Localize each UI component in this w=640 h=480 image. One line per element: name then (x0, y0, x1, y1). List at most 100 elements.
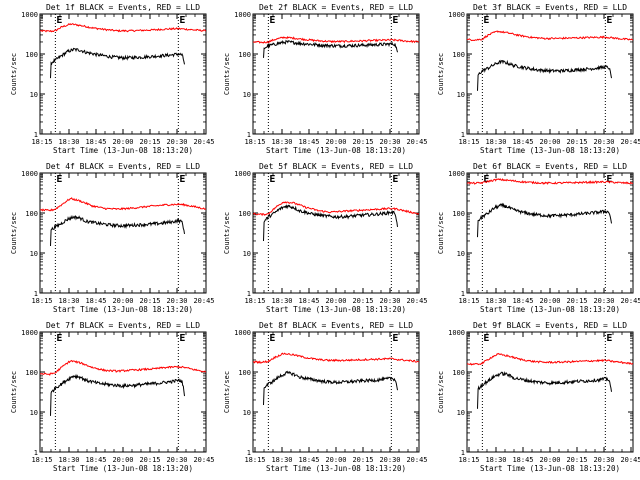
x-tick-label: 20:45 (193, 456, 214, 464)
x-tick-label: 20:15 (139, 456, 160, 464)
lld-series-line (466, 30, 634, 42)
interval-marker-label: E (56, 333, 62, 344)
plot-frame (252, 331, 420, 453)
events-series-line (477, 370, 612, 409)
chart-title: Det 6f BLACK = Events, RED = LLD (473, 162, 627, 171)
x-tick-label: 20:15 (566, 456, 587, 464)
x-tick-label: 18:30 (485, 138, 506, 146)
events-series-line (50, 215, 185, 247)
x-tick-label: 18:15 (244, 138, 265, 146)
x-tick-label: 18:30 (271, 456, 292, 464)
x-axis-label: Start Time (13-Jun-08 18:13:20) (266, 464, 406, 473)
y-tick-label: 1000 (21, 329, 38, 337)
lld-series-line (253, 36, 420, 44)
x-tick-label: 18:30 (58, 138, 79, 146)
x-tick-label: 20:45 (406, 456, 427, 464)
y-tick-label: 1000 (21, 170, 38, 178)
x-tick-label: 20:30 (593, 138, 614, 146)
plot-frame (466, 172, 634, 294)
chart-title: Det 2f BLACK = Events, RED = LLD (259, 3, 413, 12)
x-tick-label: 18:15 (244, 456, 265, 464)
lld-series-line (253, 201, 420, 217)
x-axis-label: Start Time (13-Jun-08 18:13:20) (53, 464, 193, 473)
y-tick-label: 1 (247, 449, 251, 457)
chart-panel-1: Det 1f BLACK = Events, RED = LLD 1 10 100 10… (10, 3, 215, 155)
y-tick-label: 10 (30, 91, 38, 99)
chart-panel-7: Det 7f BLACK = Events, RED = LLD 1 10 100 10… (10, 321, 215, 473)
x-tick-label: 18:45 (85, 456, 106, 464)
y-tick-label: 100 (452, 210, 465, 218)
chart-title: Det 5f BLACK = Events, RED = LLD (259, 162, 413, 171)
x-tick-label: 20:45 (620, 138, 640, 146)
y-tick-label: 100 (452, 369, 465, 377)
interval-marker-label: E (56, 174, 62, 185)
interval-marker-label: E (179, 333, 185, 344)
x-axis-label: Start Time (13-Jun-08 18:13:20) (53, 146, 193, 155)
y-tick-label: 100 (238, 210, 251, 218)
x-tick-label: 20:45 (406, 138, 427, 146)
chart-panel-8: Det 8f BLACK = Events, RED = LLD 1 10 100 10… (223, 321, 428, 473)
interval-marker-label: E (392, 333, 398, 344)
y-tick-label: 1 (461, 131, 465, 139)
x-axis-label: Start Time (13-Jun-08 18:13:20) (266, 305, 406, 314)
x-tick-label: 20:00 (325, 297, 346, 305)
x-tick-label: 18:15 (458, 456, 479, 464)
y-tick-label: 1000 (448, 329, 465, 337)
y-tick-label: 1 (247, 131, 251, 139)
y-tick-label: 1000 (234, 11, 251, 19)
y-tick-label: 10 (243, 91, 251, 99)
y-tick-label: 1 (461, 449, 465, 457)
x-tick-label: 18:30 (58, 297, 79, 305)
x-tick-label: 20:30 (166, 297, 187, 305)
y-tick-label: 100 (238, 51, 251, 59)
interval-marker-label: E (56, 15, 62, 26)
x-tick-label: 18:45 (512, 138, 533, 146)
x-axis-label: Start Time (13-Jun-08 18:13:20) (53, 305, 193, 314)
x-tick-label: 18:15 (244, 297, 265, 305)
events-series-line (477, 59, 612, 91)
plot-frame (466, 13, 634, 135)
x-tick-label: 20:15 (352, 138, 373, 146)
interval-marker-label: E (606, 15, 612, 26)
interval-marker-label: E (392, 15, 398, 26)
chart-panel-2: Det 2f BLACK = Events, RED = LLD 1 10 100 10… (223, 3, 428, 155)
chart-title: Det 9f BLACK = Events, RED = LLD (473, 321, 627, 330)
y-tick-label: 100 (25, 51, 38, 59)
x-tick-label: 20:15 (566, 297, 587, 305)
y-tick-label: 1000 (234, 329, 251, 337)
y-axis-label: Counts/sec (10, 53, 18, 95)
y-tick-label: 1000 (21, 11, 38, 19)
x-tick-label: 20:30 (166, 138, 187, 146)
y-axis-label: Counts/sec (223, 53, 231, 95)
x-axis-label: Start Time (13-Jun-08 18:13:20) (480, 146, 620, 155)
interval-marker-label: E (269, 15, 275, 26)
y-tick-label: 1000 (448, 11, 465, 19)
x-tick-label: 20:00 (325, 138, 346, 146)
x-tick-label: 18:45 (298, 138, 319, 146)
plot-frame (252, 13, 420, 135)
interval-marker-label: E (269, 174, 275, 185)
x-tick-label: 20:15 (139, 297, 160, 305)
y-tick-label: 1 (34, 449, 38, 457)
x-tick-label: 20:00 (112, 297, 133, 305)
y-axis-label: Counts/sec (223, 212, 231, 254)
x-tick-label: 20:30 (166, 456, 187, 464)
x-tick-label: 20:45 (193, 138, 214, 146)
events-series-line (50, 47, 185, 79)
events-series-line (263, 39, 398, 58)
y-axis-label: Counts/sec (10, 371, 18, 413)
x-tick-label: 20:30 (379, 138, 400, 146)
interval-marker-label: E (269, 333, 275, 344)
interval-marker-label: E (606, 333, 612, 344)
x-tick-label: 20:45 (406, 297, 427, 305)
events-series-line (263, 204, 398, 242)
interval-marker-label: E (483, 174, 489, 185)
x-tick-label: 18:30 (485, 456, 506, 464)
x-tick-label: 20:15 (352, 297, 373, 305)
x-tick-label: 18:45 (298, 456, 319, 464)
y-tick-label: 100 (452, 51, 465, 59)
plot-frame (466, 331, 634, 453)
x-tick-label: 18:30 (271, 138, 292, 146)
x-tick-label: 18:45 (85, 138, 106, 146)
chart-panel-9: Det 9f BLACK = Events, RED = LLD 1 10 100 10… (437, 321, 640, 473)
